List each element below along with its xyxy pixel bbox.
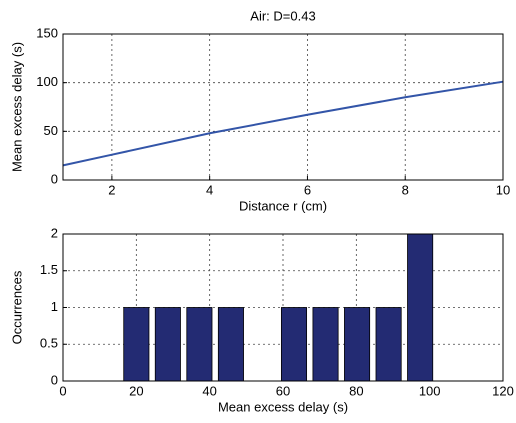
bar <box>123 307 150 382</box>
bar <box>217 307 244 382</box>
x-tick-label: 2 <box>108 182 115 197</box>
x-tick-label: 0 <box>59 383 66 398</box>
y-tick-label: 0 <box>51 171 58 186</box>
x-tick-label: 20 <box>129 383 143 398</box>
x-tick-label: 10 <box>496 182 510 197</box>
bar <box>407 233 434 382</box>
y-tick-label: 150 <box>36 25 58 40</box>
y-tick-label: 0.5 <box>40 336 58 351</box>
y-tick-label: 100 <box>36 74 58 89</box>
x-tick-label: 4 <box>206 182 213 197</box>
x-tick-label: 6 <box>304 182 311 197</box>
y-tick-label: 1 <box>51 299 58 314</box>
y-axis-label: Mean excess delay (s) <box>9 42 24 172</box>
x-axis-label: Distance r (cm) <box>239 198 327 213</box>
y-tick-label: 2 <box>51 225 58 240</box>
x-axis-label: Mean excess delay (s) <box>218 399 348 414</box>
bar <box>312 307 339 382</box>
bar <box>186 307 213 382</box>
x-tick-label: 100 <box>419 383 441 398</box>
bar <box>154 307 181 382</box>
x-tick-label: 40 <box>202 383 216 398</box>
y-tick-label: 0 <box>51 372 58 387</box>
x-tick-label: 8 <box>402 182 409 197</box>
plot-area <box>62 33 504 181</box>
data-line <box>62 80 504 167</box>
x-tick-label: 60 <box>276 383 290 398</box>
chart-title: Air: D=0.43 <box>250 8 315 23</box>
bar <box>375 307 402 382</box>
y-tick-label: 1.5 <box>40 262 58 277</box>
plot-border <box>62 233 504 382</box>
x-tick-label: 120 <box>492 383 514 398</box>
bar <box>280 307 308 382</box>
bar <box>344 307 371 382</box>
y-tick-label: 50 <box>44 123 58 138</box>
x-tick-label: 80 <box>349 383 363 398</box>
plot-border <box>62 33 504 181</box>
y-axis-label: Occurrences <box>9 270 24 344</box>
